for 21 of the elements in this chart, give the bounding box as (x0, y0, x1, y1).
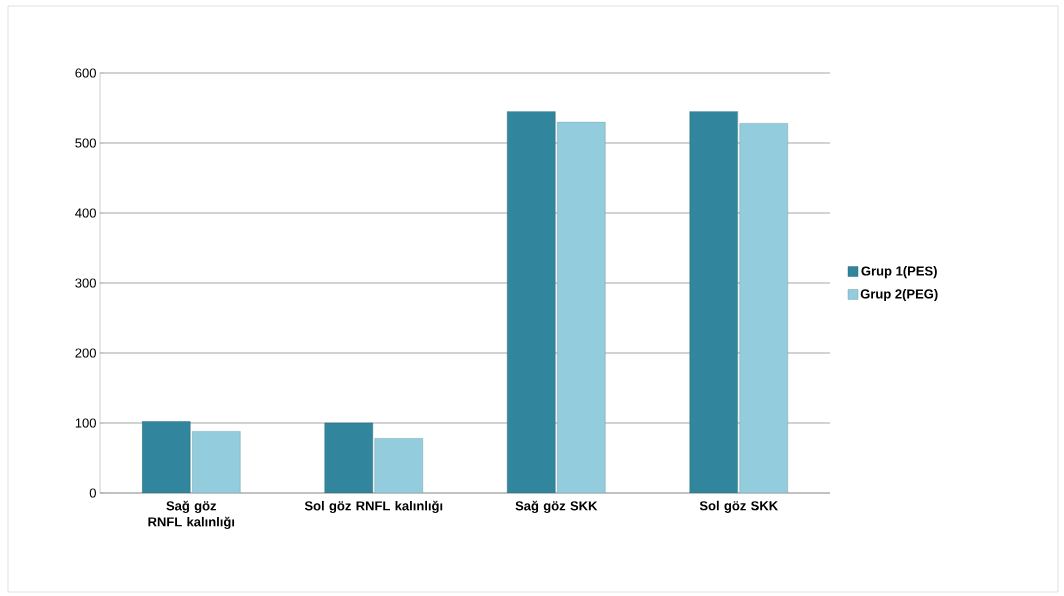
y-tick-label: 0 (89, 488, 96, 498)
legend-label: Grup 2(PEG) (860, 288, 938, 302)
bar (689, 111, 738, 493)
y-tick-label: 200 (75, 348, 96, 358)
x-tick-label: Sol göz RNFL kalınlığı (304, 500, 443, 514)
bar (374, 438, 423, 493)
bar (324, 422, 373, 493)
y-tick-label: 100 (75, 418, 96, 428)
x-tick-label: Sol göz SKK (699, 500, 778, 513)
bar (142, 421, 191, 493)
y-tick-label: 300 (75, 278, 96, 288)
bar (192, 431, 241, 493)
y-tick-label: 600 (75, 68, 96, 78)
legend-label: Grup 1(PES) (861, 266, 937, 279)
bar (739, 123, 788, 493)
x-tick-label: Sağ göz RNFL kalınlığı (148, 500, 235, 530)
bar (557, 121, 606, 493)
y-tick-label: 500 (75, 138, 96, 148)
x-tick-label: Sağ göz SKK (515, 500, 598, 514)
bar (507, 111, 556, 493)
y-tick-label: 400 (75, 208, 96, 218)
